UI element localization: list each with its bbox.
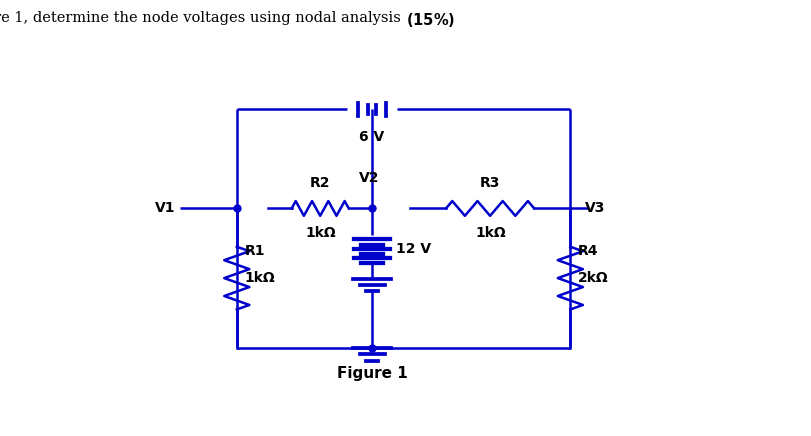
Text: R1: R1 xyxy=(244,244,264,258)
Text: 1)  For the circuit shown in figure 1, determine the node voltages using nodal a: 1) For the circuit shown in figure 1, de… xyxy=(0,11,406,25)
Text: R3: R3 xyxy=(479,176,500,190)
Text: Figure 1: Figure 1 xyxy=(337,366,407,381)
Text: R4: R4 xyxy=(577,244,598,258)
Text: V3: V3 xyxy=(584,201,604,215)
Text: R2: R2 xyxy=(310,176,330,190)
Text: 1kΩ: 1kΩ xyxy=(474,226,505,240)
Text: V1: V1 xyxy=(154,201,175,215)
Text: V2: V2 xyxy=(358,171,379,185)
Text: 6 V: 6 V xyxy=(359,130,384,144)
Text: $\mathbf{(15\%)}$: $\mathbf{(15\%)}$ xyxy=(406,11,454,29)
Text: 1kΩ: 1kΩ xyxy=(244,271,275,286)
Text: 1kΩ: 1kΩ xyxy=(305,226,336,240)
Text: 2kΩ: 2kΩ xyxy=(577,271,607,286)
Text: 12 V: 12 V xyxy=(396,242,431,256)
